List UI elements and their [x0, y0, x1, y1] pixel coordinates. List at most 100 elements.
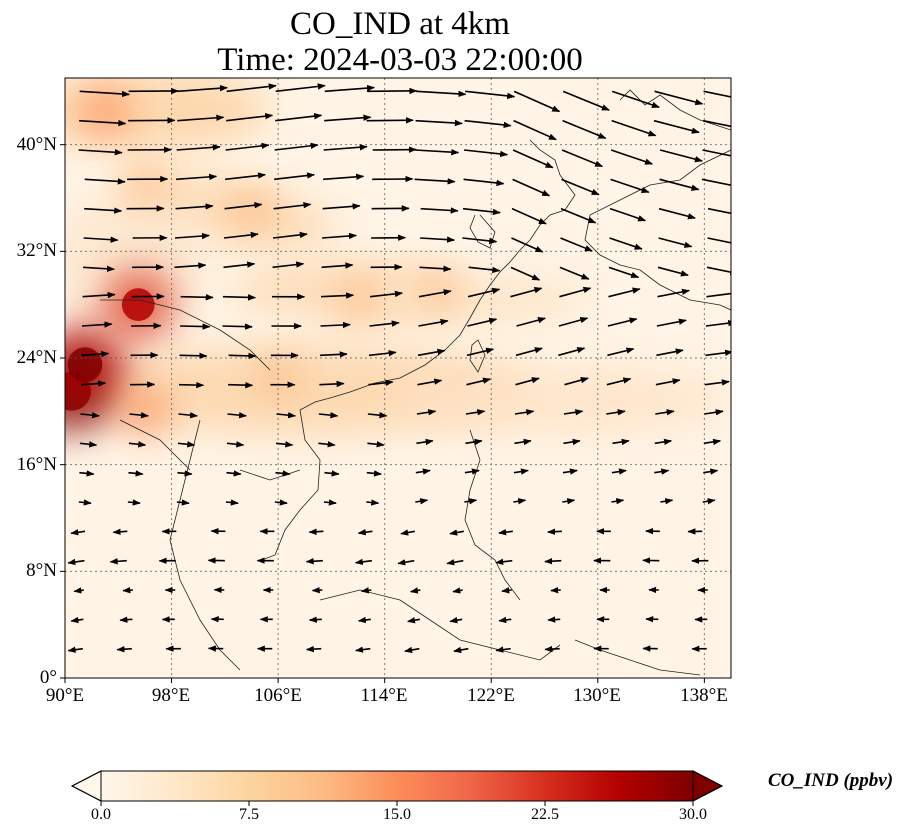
colorbar-tick-30: 30.0 [679, 806, 707, 823]
wind-vector [657, 288, 690, 298]
colorbar-label: CO_IND (ppbv) [768, 770, 894, 791]
wind-vector [559, 286, 592, 298]
wind-vector [128, 441, 147, 448]
wind-vector [418, 318, 449, 327]
concentration-hotspot [334, 274, 382, 322]
wind-vector [467, 317, 498, 327]
wind-vector [606, 377, 632, 386]
wind-vector [323, 173, 365, 181]
wind-vector [610, 178, 650, 194]
wind-vector [80, 380, 107, 387]
wind-vector [453, 646, 469, 654]
wind-vector [704, 409, 724, 416]
wind-vector [367, 411, 388, 419]
wind-vector [324, 84, 375, 93]
wind-vector [67, 646, 83, 653]
wind-vector [656, 318, 687, 327]
wind-vector [308, 528, 324, 535]
wind-vector [465, 90, 516, 100]
wind-vector [227, 411, 248, 419]
concentration-hotspot-core [121, 288, 155, 322]
wind-vector [512, 178, 551, 197]
wind-vector [495, 558, 513, 565]
wind-vector [226, 441, 245, 448]
wind-vector [611, 468, 627, 475]
wind-vector [465, 438, 483, 446]
wind-vector [654, 468, 670, 475]
wind-vector [464, 498, 478, 505]
wind-vector [78, 499, 92, 506]
wind-vector [369, 290, 403, 298]
wind-vector [658, 237, 693, 248]
wind-vector [79, 441, 98, 448]
wind-vector [607, 317, 638, 327]
wind-vector [226, 470, 242, 477]
wind-vector [654, 90, 704, 106]
wind-vector [659, 178, 700, 191]
wind-vector [400, 529, 415, 536]
map-frame [64, 77, 732, 679]
wind-vector [80, 411, 100, 419]
wind-vector [177, 85, 228, 93]
wind-vector [607, 347, 635, 357]
wind-vector [112, 528, 128, 536]
wind-vector [561, 149, 604, 168]
wind-vector [228, 381, 254, 389]
wind-vector [177, 470, 193, 477]
wind-vector [122, 586, 133, 594]
wind-vector [462, 207, 501, 216]
wind-vector [417, 378, 443, 386]
wind-vector [659, 149, 703, 163]
concentration-hotspot [79, 85, 131, 137]
wind-vector [320, 321, 351, 329]
wind-vector [366, 499, 380, 506]
wind-vector [466, 377, 491, 386]
wind-vector [707, 207, 731, 215]
concentration-hotspot-core [67, 347, 103, 383]
wind-vector [274, 172, 316, 181]
wind-vector [654, 438, 673, 446]
lat-tick-32: 32°N [16, 240, 57, 261]
wind-vector [84, 207, 123, 214]
wind-vector [703, 438, 722, 446]
wind-vector [369, 320, 400, 327]
wind-vector [705, 319, 731, 327]
wind-vector [276, 411, 297, 419]
wind-vector [562, 498, 576, 505]
colorbar-extend-high [692, 770, 724, 802]
wind-vector [660, 498, 674, 505]
wind-vector [177, 114, 225, 122]
wind-vector [511, 237, 544, 253]
lat-tick-8: 8°N [26, 560, 57, 581]
wind-vector [305, 558, 323, 565]
wind-vector [465, 409, 486, 416]
wind-vector [464, 468, 480, 475]
wind-vector [653, 119, 700, 134]
wind-vector [407, 617, 420, 624]
wind-vector [319, 351, 348, 358]
colorbar-tick-7-5: 7.5 [239, 806, 259, 823]
wind-vector [514, 409, 535, 416]
wind-vector [127, 499, 141, 506]
wind-vector [544, 557, 562, 565]
wind-vector [706, 266, 731, 276]
wind-vector [513, 90, 561, 113]
wind-vector [417, 348, 446, 357]
wind-vector [174, 262, 207, 269]
wind-vector [562, 468, 578, 475]
wind-vector [560, 237, 593, 252]
wind-vector [609, 237, 643, 250]
wind-vector [321, 262, 354, 269]
wind-vector [655, 378, 681, 386]
wind-vector [174, 232, 210, 240]
wind-vector [563, 409, 584, 416]
wind-vector [655, 409, 675, 416]
wind-vector [274, 499, 288, 506]
wind-vector [109, 558, 127, 565]
wind-vector [318, 441, 336, 448]
wind-vector [180, 294, 214, 301]
wind-vector [275, 470, 291, 477]
wind-vector [702, 149, 731, 157]
wind-vector [564, 377, 589, 386]
colorbar-tick-0: 0.0 [91, 806, 111, 823]
